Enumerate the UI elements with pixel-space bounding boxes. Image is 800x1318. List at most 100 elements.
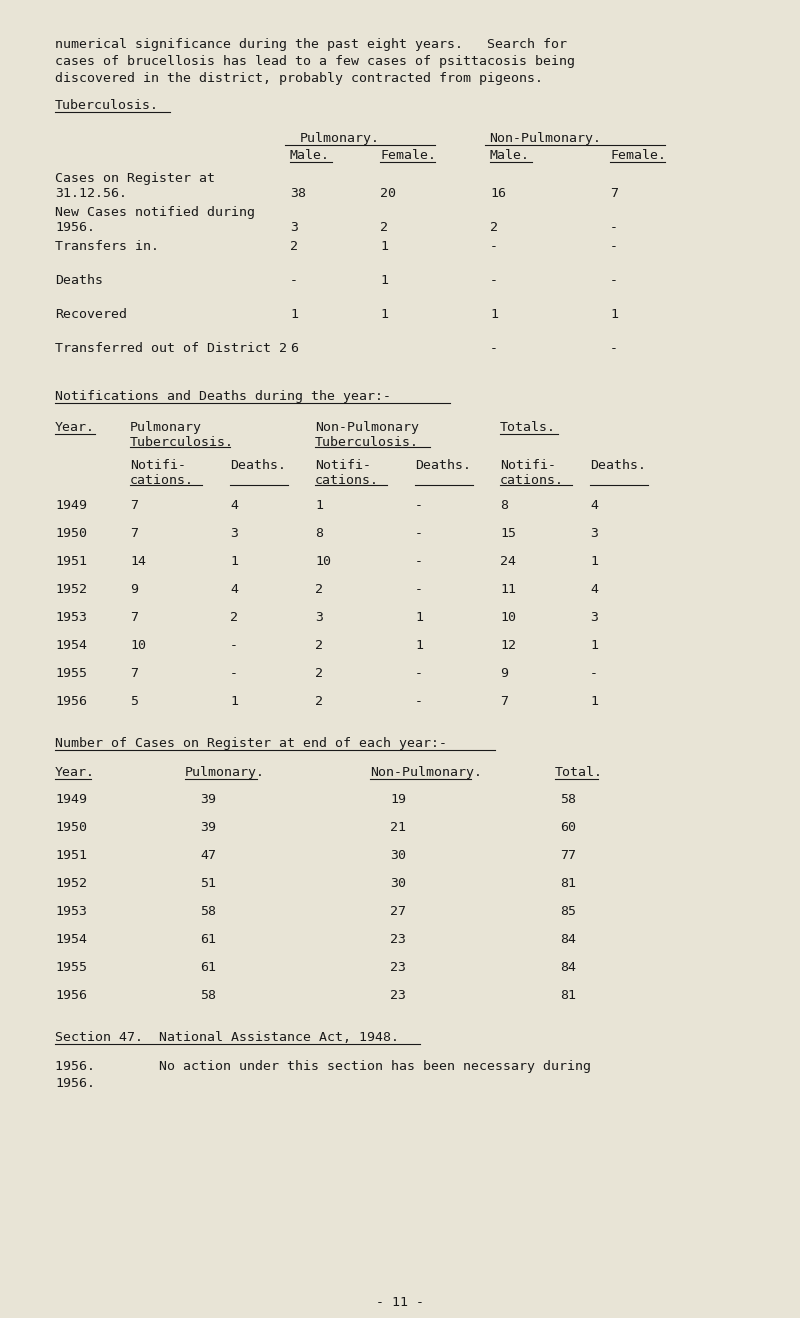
Text: 2: 2 xyxy=(315,695,323,708)
Text: 1952: 1952 xyxy=(55,876,87,890)
Text: 9: 9 xyxy=(500,667,508,680)
Text: Pulmonary.: Pulmonary. xyxy=(300,132,380,145)
Text: 2: 2 xyxy=(490,221,498,235)
Text: 81: 81 xyxy=(560,876,576,890)
Text: Deaths: Deaths xyxy=(55,274,103,287)
Text: 1955: 1955 xyxy=(55,961,87,974)
Text: -: - xyxy=(490,341,498,355)
Text: 5: 5 xyxy=(130,695,138,708)
Text: Year.: Year. xyxy=(55,766,95,779)
Text: 31.12.56.: 31.12.56. xyxy=(55,187,127,200)
Text: 1956.: 1956. xyxy=(55,1077,95,1090)
Text: 8: 8 xyxy=(315,527,323,540)
Text: 1951: 1951 xyxy=(55,849,87,862)
Text: Deaths.: Deaths. xyxy=(590,459,646,472)
Text: 12: 12 xyxy=(500,639,516,652)
Text: 2: 2 xyxy=(315,639,323,652)
Text: 58: 58 xyxy=(200,988,216,1002)
Text: 2: 2 xyxy=(315,667,323,680)
Text: 61: 61 xyxy=(200,961,216,974)
Text: 1: 1 xyxy=(590,555,598,568)
Text: 1951: 1951 xyxy=(55,555,87,568)
Text: 1949: 1949 xyxy=(55,793,87,807)
Text: -: - xyxy=(610,274,618,287)
Text: 58: 58 xyxy=(560,793,576,807)
Text: Transferred out of District 2: Transferred out of District 2 xyxy=(55,341,287,355)
Text: 1: 1 xyxy=(380,240,388,253)
Text: 11: 11 xyxy=(500,583,516,596)
Text: Notifications and Deaths during the year:-: Notifications and Deaths during the year… xyxy=(55,390,391,403)
Text: New Cases notified during: New Cases notified during xyxy=(55,206,255,219)
Text: -: - xyxy=(230,639,238,652)
Text: 47: 47 xyxy=(200,849,216,862)
Text: 1956.: 1956. xyxy=(55,221,95,235)
Text: 3: 3 xyxy=(290,221,298,235)
Text: 1: 1 xyxy=(415,612,423,623)
Text: Male.: Male. xyxy=(490,149,530,162)
Text: 7: 7 xyxy=(130,667,138,680)
Text: Male.: Male. xyxy=(290,149,330,162)
Text: 1956: 1956 xyxy=(55,695,87,708)
Text: -: - xyxy=(415,667,423,680)
Text: 38: 38 xyxy=(290,187,306,200)
Text: 9: 9 xyxy=(130,583,138,596)
Text: 1953: 1953 xyxy=(55,905,87,919)
Text: 1: 1 xyxy=(230,555,238,568)
Text: 81: 81 xyxy=(560,988,576,1002)
Text: 27: 27 xyxy=(390,905,406,919)
Text: 1956.        No action under this section has been necessary during: 1956. No action under this section has b… xyxy=(55,1060,591,1073)
Text: 21: 21 xyxy=(390,821,406,834)
Text: 1: 1 xyxy=(610,308,618,322)
Text: 24: 24 xyxy=(500,555,516,568)
Text: 39: 39 xyxy=(200,821,216,834)
Text: Deaths.: Deaths. xyxy=(415,459,471,472)
Text: 85: 85 xyxy=(560,905,576,919)
Text: cases of brucellosis has lead to a few cases of psittacosis being: cases of brucellosis has lead to a few c… xyxy=(55,55,575,69)
Text: 4: 4 xyxy=(590,500,598,511)
Text: -: - xyxy=(415,527,423,540)
Text: -: - xyxy=(290,274,298,287)
Text: 23: 23 xyxy=(390,961,406,974)
Text: numerical significance during the past eight years.   Search for: numerical significance during the past e… xyxy=(55,38,567,51)
Text: -: - xyxy=(610,240,618,253)
Text: 3: 3 xyxy=(590,527,598,540)
Text: 1955: 1955 xyxy=(55,667,87,680)
Text: 7: 7 xyxy=(500,695,508,708)
Text: Non-Pulmonary
Tuberculosis.: Non-Pulmonary Tuberculosis. xyxy=(315,420,419,449)
Text: Non-Pulmonary.: Non-Pulmonary. xyxy=(370,766,482,779)
Text: 10: 10 xyxy=(500,612,516,623)
Text: 84: 84 xyxy=(560,933,576,946)
Text: Number of Cases on Register at end of each year:-: Number of Cases on Register at end of ea… xyxy=(55,737,447,750)
Text: 4: 4 xyxy=(230,500,238,511)
Text: 1952: 1952 xyxy=(55,583,87,596)
Text: - 11 -: - 11 - xyxy=(376,1296,424,1309)
Text: Female.: Female. xyxy=(610,149,666,162)
Text: 1: 1 xyxy=(590,639,598,652)
Text: 4: 4 xyxy=(230,583,238,596)
Text: Pulmonary.: Pulmonary. xyxy=(185,766,265,779)
Text: 3: 3 xyxy=(590,612,598,623)
Text: 10: 10 xyxy=(130,639,146,652)
Text: 6: 6 xyxy=(290,341,298,355)
Text: Notifi-
cations.: Notifi- cations. xyxy=(315,459,379,486)
Text: Total.: Total. xyxy=(555,766,603,779)
Text: Notifi-
cations.: Notifi- cations. xyxy=(130,459,194,486)
Text: Deaths.: Deaths. xyxy=(230,459,286,472)
Text: -: - xyxy=(415,500,423,511)
Text: 1950: 1950 xyxy=(55,821,87,834)
Text: Recovered: Recovered xyxy=(55,308,127,322)
Text: 77: 77 xyxy=(560,849,576,862)
Text: Year.: Year. xyxy=(55,420,95,434)
Text: -: - xyxy=(610,341,618,355)
Text: 1950: 1950 xyxy=(55,527,87,540)
Text: 1: 1 xyxy=(315,500,323,511)
Text: 15: 15 xyxy=(500,527,516,540)
Text: 7: 7 xyxy=(130,500,138,511)
Text: 3: 3 xyxy=(315,612,323,623)
Text: 2: 2 xyxy=(380,221,388,235)
Text: 2: 2 xyxy=(315,583,323,596)
Text: -: - xyxy=(490,274,498,287)
Text: 51: 51 xyxy=(200,876,216,890)
Text: 20: 20 xyxy=(380,187,396,200)
Text: 30: 30 xyxy=(390,876,406,890)
